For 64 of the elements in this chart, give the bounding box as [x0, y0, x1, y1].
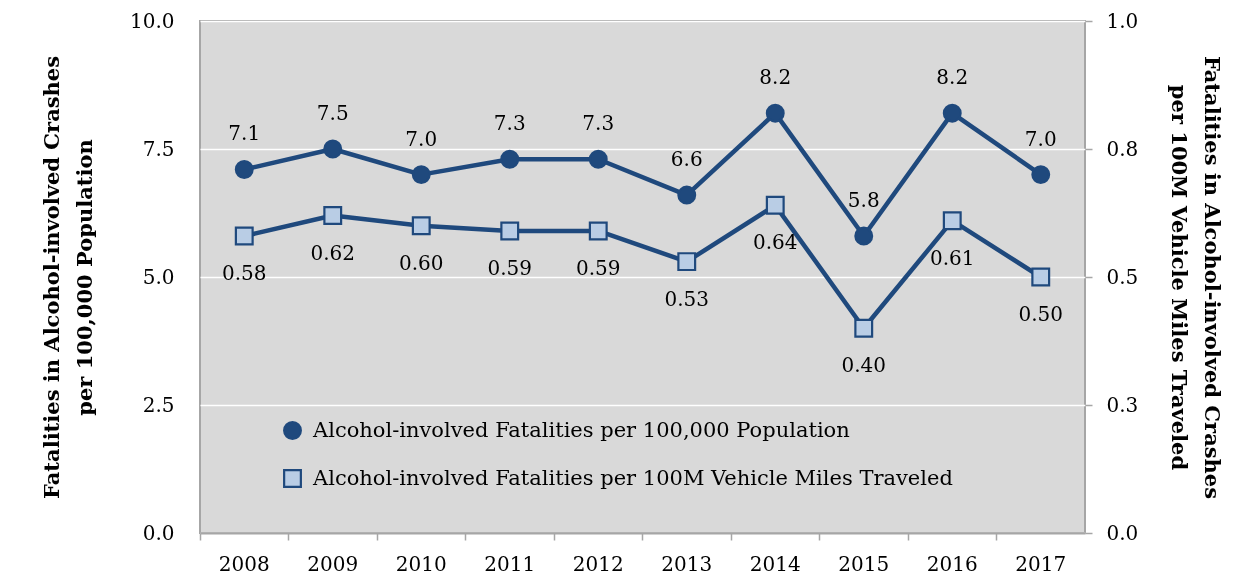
point	[500, 149, 520, 169]
point	[411, 216, 431, 236]
legend-label: Alcohol-involved Fatalities per 100,000 Population	[312, 417, 850, 442]
point	[677, 185, 697, 205]
x-tick-label: 2014	[749, 551, 801, 576]
data-label: 7.5	[316, 101, 349, 125]
data-label: 7.3	[582, 111, 615, 136]
point	[1031, 165, 1051, 185]
point	[234, 226, 254, 246]
data-label: 0.40	[841, 353, 887, 378]
point	[323, 139, 343, 159]
point	[500, 221, 520, 241]
data-label: 0.58	[221, 261, 267, 286]
point	[677, 252, 697, 272]
point	[942, 211, 962, 231]
y2-tick-label: 0.3	[1106, 392, 1139, 417]
y-tick-label: 7.5	[142, 136, 175, 161]
y2-tick-label: 0.0	[1106, 520, 1139, 545]
point	[765, 103, 785, 123]
y2-tick-label: 1.0	[1106, 8, 1139, 33]
data-label: 6.6	[670, 147, 703, 172]
data-label: 0.62	[310, 240, 356, 265]
point	[411, 165, 431, 185]
x-tick-label: 2009	[307, 551, 359, 576]
point	[588, 221, 608, 241]
y-tick-label: 2.5	[142, 392, 175, 417]
x-tick-label: 2011	[484, 551, 536, 576]
y-tick-label: 5.0	[142, 264, 175, 289]
data-label: 7.3	[493, 111, 526, 136]
y2-tick-label: 0.5	[1106, 264, 1139, 289]
data-label: 8.2	[936, 65, 969, 90]
x-tick-label: 2013	[661, 551, 713, 576]
data-label: 5.8	[847, 188, 880, 213]
data-label: 0.59	[487, 255, 533, 280]
x-tick-label: 2016	[926, 551, 978, 576]
x-tick-label: 2010	[395, 551, 447, 576]
data-label: 0.61	[929, 245, 975, 270]
point	[854, 226, 874, 246]
data-label: 7.1	[228, 121, 261, 146]
point	[588, 149, 608, 169]
x-tick-label: 2017	[1015, 551, 1067, 576]
data-label: 0.64	[752, 230, 798, 255]
x-tick-label: 2012	[572, 551, 624, 576]
y2-axis-title: Fatalities in Alcohol-involved Crashes per 100M Vehicle Miles Traveled	[1167, 55, 1226, 500]
point	[854, 318, 874, 338]
y-tick-label: 10.0	[129, 8, 175, 33]
data-label: 0.60	[398, 250, 444, 275]
point	[942, 103, 962, 123]
data-label: 0.50	[1018, 302, 1064, 326]
point	[323, 206, 343, 226]
data-label: 7.0	[1024, 126, 1057, 151]
x-tick-label: 2015	[838, 551, 890, 576]
point	[765, 195, 785, 215]
y2-tick-label: 0.8	[1106, 136, 1139, 161]
legend-label: Alcohol-involved Fatalities per 100M Vehicle Miles Traveled	[312, 465, 953, 490]
data-label: 7.0	[405, 126, 438, 151]
y-tick-label: 0.0	[142, 520, 175, 545]
point	[234, 160, 254, 179]
point	[1031, 267, 1051, 287]
x-tick-label: 2008	[218, 551, 270, 576]
data-label: 0.59	[575, 255, 621, 280]
data-label: 8.2	[759, 65, 792, 90]
data-label: 0.53	[664, 286, 710, 311]
y-axis-title: Fatalities in Alcohol-involved Crashes per 100,000 Population	[38, 55, 97, 500]
